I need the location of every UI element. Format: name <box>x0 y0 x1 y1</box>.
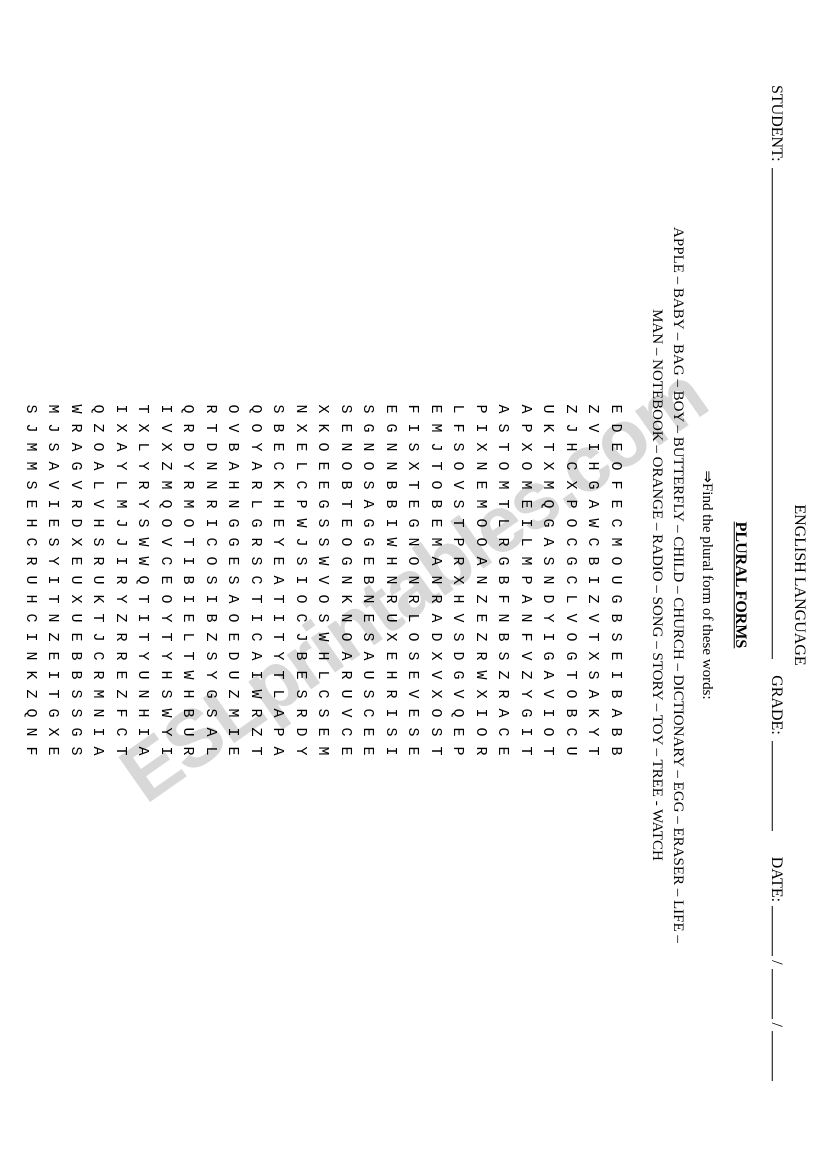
date-blank-3 <box>772 1031 786 1081</box>
date-slash-2: / <box>767 1022 785 1026</box>
student-blank-line <box>772 167 786 659</box>
worksheet-title: PLURAL FORMS <box>731 85 749 1085</box>
arrow-icon: ⇒ <box>699 470 716 483</box>
student-label: STUDENT: <box>767 85 785 162</box>
word-list: APPLE – BABY – BAG – BOY – BUTTERFLY – C… <box>646 225 688 945</box>
date-slash-1: / <box>767 960 785 964</box>
worksheet-page: ENGLISH LANGUAGE STUDENT: GRADE: DATE: /… <box>18 85 808 1085</box>
wordsearch-grid: EDEOFECMOUGBSEIBABB ZVIHGAWCBIZVTXSAKYT … <box>18 85 626 1085</box>
date-blank-1 <box>772 906 786 956</box>
date-label: DATE: <box>767 856 785 901</box>
header-fields: STUDENT: GRADE: DATE: / / <box>767 85 786 1085</box>
subject-heading: ENGLISH LANGUAGE <box>790 85 808 1085</box>
grade-blank-line <box>772 740 786 830</box>
date-blank-2 <box>772 968 786 1018</box>
grade-label: GRADE: <box>767 675 785 735</box>
instruction-line: ⇒Find the plural form of these words: <box>698 85 717 1085</box>
instruction-text: Find the plural form of these words: <box>699 482 715 699</box>
